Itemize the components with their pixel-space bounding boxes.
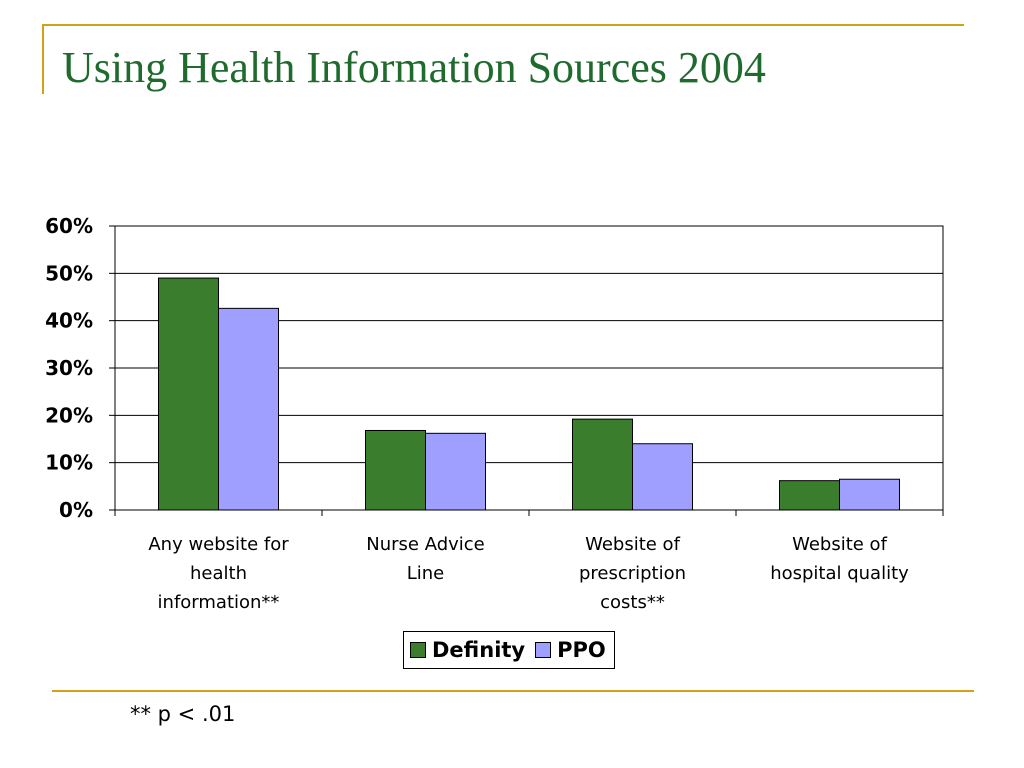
y-tick-label: 0% bbox=[59, 498, 93, 522]
x-category-label-line: Nurse Advice bbox=[366, 534, 485, 555]
legend-label-ppo: PPO bbox=[557, 638, 606, 662]
x-category-label-line: Any website for bbox=[148, 534, 289, 555]
slide-title: Using Health Information Sources 2004 bbox=[62, 43, 766, 92]
bar-definity bbox=[365, 429, 426, 511]
x-category-label-line: Website of bbox=[585, 534, 680, 555]
title-frame-horizontal-rule bbox=[42, 24, 964, 26]
y-tick-label: 20% bbox=[45, 403, 93, 427]
x-category-label-line: Line bbox=[406, 563, 445, 584]
bar-ppo bbox=[632, 443, 693, 511]
y-tick-label: 40% bbox=[45, 309, 93, 333]
footnote: ** p < .01 bbox=[130, 702, 236, 726]
legend: Definity PPO bbox=[403, 631, 615, 669]
bar-ppo bbox=[839, 478, 900, 511]
y-tick-label: 10% bbox=[45, 451, 93, 475]
x-axis-ticks bbox=[114, 510, 944, 516]
x-category-label-line: hospital quality bbox=[770, 563, 909, 584]
bar-ppo bbox=[218, 307, 279, 511]
x-category-label-line: costs** bbox=[600, 592, 665, 613]
bar-definity bbox=[572, 418, 633, 511]
x-category-label: Nurse Advice Line bbox=[331, 530, 521, 588]
y-tick-label: 30% bbox=[45, 356, 93, 380]
bar-definity bbox=[779, 480, 840, 511]
x-category-label-line: information** bbox=[157, 592, 280, 613]
x-category-label: Website of prescription costs** bbox=[538, 530, 728, 617]
bottom-rule bbox=[52, 690, 974, 692]
y-axis-ticks: 0% 10% 20% 30% 40% 50% 60% bbox=[45, 214, 115, 522]
legend-swatch-ppo bbox=[535, 642, 552, 658]
x-category-label: Any website for health information** bbox=[124, 530, 314, 617]
bars bbox=[158, 277, 900, 511]
x-category-label: Website of hospital quality bbox=[745, 530, 935, 588]
x-category-label-line: health bbox=[190, 563, 247, 584]
y-tick-label: 60% bbox=[45, 214, 93, 238]
legend-swatch-definity bbox=[410, 642, 426, 658]
x-category-label-line: Website of bbox=[792, 534, 887, 555]
legend-label-definity: Definity bbox=[432, 638, 526, 662]
y-tick-label: 50% bbox=[45, 261, 93, 285]
bar-ppo bbox=[425, 432, 486, 511]
x-category-label-line: prescription bbox=[578, 563, 687, 584]
title-frame-vertical-rule bbox=[42, 24, 44, 94]
bar-definity bbox=[158, 277, 219, 511]
